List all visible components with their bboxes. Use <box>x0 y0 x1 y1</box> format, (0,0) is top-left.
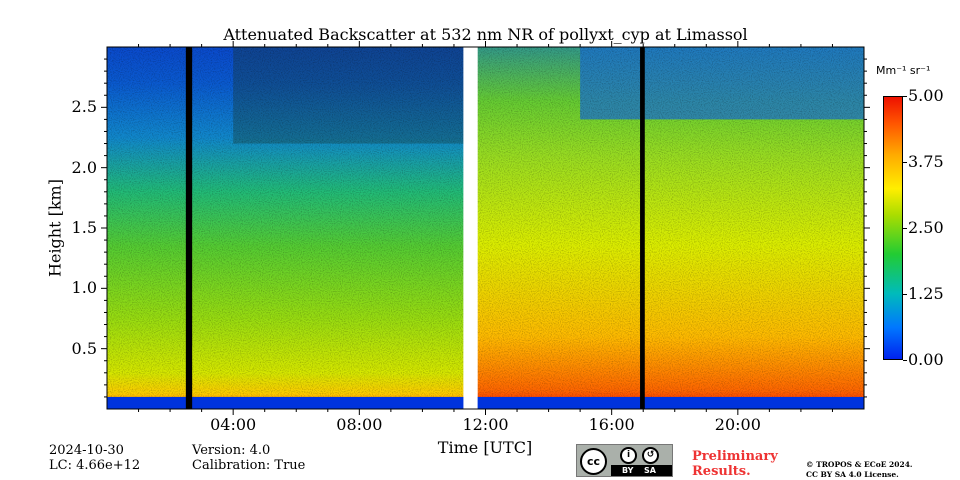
share-alike-icon: ↺ <box>642 447 659 464</box>
license-sa-label: SA <box>644 466 656 475</box>
preliminary-line-2: Results. <box>692 464 751 479</box>
colorbar-tick-label: 3.75 <box>908 152 944 171</box>
y-tick-label: 0.5 <box>71 338 97 358</box>
y-tick-label: 2.0 <box>71 157 97 177</box>
attribution-icon: i <box>620 447 637 464</box>
colorbar-tick <box>903 360 907 361</box>
heatmap-plot <box>101 41 870 415</box>
y-axis-label: Height [km] <box>45 179 65 277</box>
noise-overlay <box>107 47 864 409</box>
copyright-notice: © TROPOS & ECoE 2024. CC BY SA 4.0 Licen… <box>806 460 913 480</box>
cc-icon: cc <box>580 448 607 475</box>
footer-lc: LC: 4.66e+12 <box>49 458 141 473</box>
footer-calibration: Calibration: True <box>192 458 306 473</box>
x-tick-label: 12:00 <box>462 415 509 434</box>
no-data-gap-2 <box>640 47 645 409</box>
y-tick-label: 1.0 <box>71 278 97 298</box>
x-tick-label: 20:00 <box>714 415 761 434</box>
no-data-gap-0 <box>185 47 193 409</box>
colorbar-tick-label: 2.50 <box>908 218 944 237</box>
colorbar-tick-label: 1.25 <box>908 284 944 303</box>
colorbar-tick <box>903 294 907 295</box>
no-data-gap-1 <box>463 47 478 409</box>
surface-layer <box>107 396 864 409</box>
license-by-label: BY <box>622 466 634 475</box>
y-tick-label: 1.5 <box>71 218 97 237</box>
x-tick-label: 04:00 <box>210 415 257 434</box>
footer-version: Version: 4.0 <box>192 443 271 458</box>
plot-area <box>101 41 870 415</box>
colorbar-tick-label: 5.00 <box>908 86 944 105</box>
preliminary-notice: Preliminary Results. <box>692 449 778 479</box>
colorbar-tick-label: 0.00 <box>908 350 944 369</box>
colorbar-tick <box>903 228 907 229</box>
cc-license-badge: cc i ↺ BY SA <box>576 444 673 477</box>
colorbar-tick <box>903 96 907 97</box>
colorbar-tick <box>903 162 907 163</box>
colorbar-unit: Mm⁻¹ sr⁻¹ <box>876 64 931 77</box>
x-tick-label: 08:00 <box>336 415 383 434</box>
chart-title: Attenuated Backscatter at 532 nm NR of p… <box>223 25 748 44</box>
cc-strip <box>611 465 672 476</box>
footer-date: 2024-10-30 <box>49 443 124 458</box>
preliminary-line-1: Preliminary <box>692 449 778 464</box>
copyright-line-2: CC BY SA 4.0 License. <box>806 470 899 479</box>
colorbar <box>883 96 903 360</box>
x-axis-label: Time [UTC] <box>437 438 533 457</box>
y-tick-label: 2.5 <box>71 97 97 117</box>
x-tick-label: 16:00 <box>588 415 635 434</box>
copyright-line-1: © TROPOS & ECoE 2024. <box>806 460 913 469</box>
